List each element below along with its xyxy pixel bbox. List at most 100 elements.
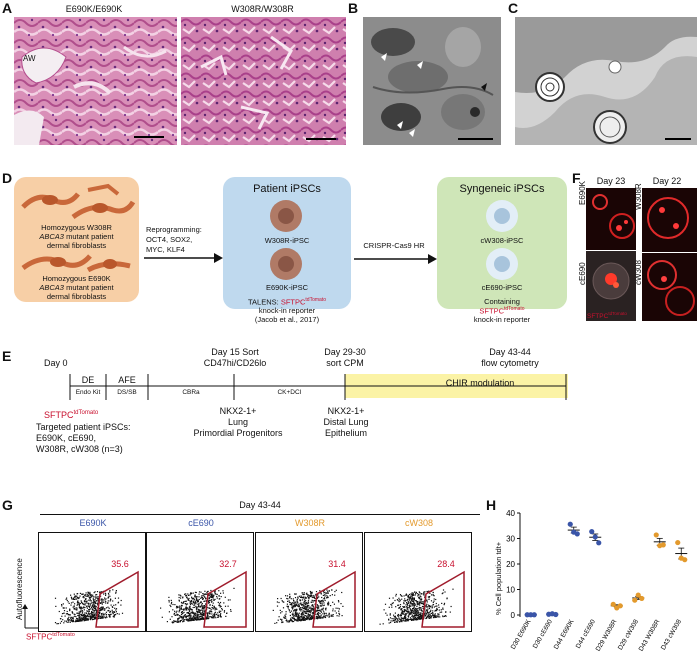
data-point — [653, 532, 659, 538]
day29-label: Day 29-30 — [324, 347, 366, 357]
panel-h-label: H — [486, 497, 497, 513]
panel-d-label: D — [2, 170, 13, 186]
day23-label: Day 23 — [596, 176, 626, 186]
arrow-crispr — [354, 254, 437, 264]
fibroblast-text-1c: dermal fibroblasts — [46, 241, 107, 250]
data-point — [639, 595, 645, 602]
ipsc-cell-icon-1 — [270, 200, 302, 232]
x-category-label: D29 cW308 — [617, 618, 640, 651]
y-tick-label: 10 — [506, 586, 515, 595]
panel-a-title-right: W308R/W308R — [231, 4, 294, 14]
data-point — [632, 597, 638, 603]
y-tick-label: 20 — [506, 560, 515, 569]
panel-e-label: E — [2, 348, 12, 364]
corrected-cell-icon-2 — [486, 248, 518, 280]
y-tick-label: 40 — [506, 509, 515, 518]
y-tick-label: 30 — [506, 535, 515, 544]
day43-sub: flow cytometry — [481, 358, 539, 368]
flow-plot-frame — [146, 532, 254, 632]
ipsc-cell-icon-2 — [270, 248, 302, 280]
fibroblast-cells-top — [21, 183, 136, 220]
x-category-label: D30 cE690 — [532, 618, 554, 650]
endo-kit-label: Endo Kit — [75, 389, 101, 396]
containing-label: Containing — [484, 297, 520, 306]
ckdci-label: CK+DCI — [277, 389, 302, 396]
flow-plot-w308r: 31.4 — [255, 532, 363, 632]
x-category-label: D43 cW308 — [660, 618, 683, 651]
knockin-reporter-label: knock-in reporter — [258, 306, 316, 315]
cw308-ipsc-label: cW308-iPSC — [480, 236, 524, 245]
data-point — [660, 542, 666, 548]
syngeneic-reporter-label: SFTPCtdTomato — [479, 306, 525, 316]
cbra-label: CBRa — [182, 389, 200, 396]
flow-events — [54, 589, 124, 625]
panel-a-title-left: E690K/E690K — [65, 4, 123, 14]
flow-plot-cw308: 28.4 — [364, 532, 472, 632]
gate-polygon — [95, 570, 139, 628]
gate-percent: 31.4 — [328, 559, 346, 569]
syngeneic-knockin-label: knock-in reporter — [473, 315, 531, 324]
electron-micrograph-c — [515, 17, 697, 145]
x-category-label: D30 E690K — [510, 618, 533, 651]
fluorescence-w308r — [642, 188, 697, 252]
data-point — [574, 531, 580, 537]
gate-polygon — [421, 570, 465, 628]
x-category-label: D44 cE690 — [575, 618, 597, 650]
histology-image-w308r — [181, 17, 346, 145]
data-point — [682, 557, 688, 563]
panel-a-label: A — [2, 0, 13, 16]
sample-label-cw308: cW308 — [404, 518, 433, 528]
data-point — [675, 539, 681, 546]
syngeneic-ipsc-box — [437, 177, 567, 309]
day15-sub: CD47hi/CD26lo — [203, 358, 267, 368]
histology-image-e690k — [14, 17, 177, 145]
data-point — [589, 529, 595, 535]
panel-g-label: G — [2, 497, 13, 513]
fibroblast-text-1b: ABCA3 mutant patient — [39, 232, 114, 241]
fibroblast-cells-bottom — [21, 254, 131, 273]
fluorescence-cw308 — [642, 253, 697, 321]
flow-plot-e690k: 35.6 — [38, 532, 146, 632]
targeted-lines: Targeted patient iPSCs: E690K, cE690, W3… — [36, 422, 131, 454]
de-label: DE — [81, 375, 95, 385]
gate-percent: 28.4 — [437, 559, 455, 569]
flow-plot-frame — [364, 532, 472, 632]
day43-label: Day 43-44 — [489, 347, 531, 357]
airway-label: AW — [23, 54, 36, 63]
w308r-ipsc-label: W308R-iPSC — [264, 236, 310, 245]
gate-polygon — [312, 570, 356, 628]
gate-polygon — [203, 570, 247, 628]
reprogramming-label: Reprogramming: OCT4, SOX2, MYC, KLF4 — [146, 225, 202, 254]
flow-xlabel: SFTPCtdTomato — [26, 632, 75, 642]
syngeneic-ipsc-title: Syngeneic iPSCs — [459, 183, 545, 195]
sample-label-ce690: cE690 — [188, 518, 214, 528]
electron-micrograph-b — [363, 17, 501, 145]
chir-label: CHIR modulation — [445, 378, 515, 388]
data-point — [553, 611, 559, 618]
crispr-label: CRISPR-Cas9 HR — [363, 241, 425, 250]
data-point — [567, 521, 573, 527]
nkx-distal: NKX2-1+ Distal Lung Epithelium — [323, 406, 369, 438]
day22-label: Day 22 — [652, 176, 682, 186]
fibroblast-text-2c: dermal fibroblasts — [46, 292, 107, 301]
arrow-reprogramming — [144, 253, 223, 263]
overlay-reporter-label: SFTPCtdTomato — [587, 311, 627, 321]
e690k-ipsc-label: E690K-iPSC — [265, 283, 309, 292]
day15-label: Day 15 Sort — [211, 347, 259, 357]
nkx-progenitors: NKX2-1+ Lung Primordial Progenitors — [193, 406, 283, 438]
panel-g-title-rule — [40, 514, 480, 515]
corrected-cell-icon-1 — [486, 200, 518, 232]
day0-label: Day 0 — [44, 358, 68, 368]
fibroblast-text-1a: Homozygous W308R — [41, 223, 112, 232]
sample-label-w308r: W308R — [294, 518, 325, 528]
gate-percent: 35.6 — [111, 559, 129, 569]
protocol-timeline — [69, 374, 567, 400]
data-point — [610, 601, 616, 607]
jacob-citation: (Jacob et al., 2017) — [254, 315, 320, 324]
data-point — [592, 534, 598, 540]
panel-g-title: Day 43-44 — [239, 500, 281, 510]
panel-b-label: B — [348, 0, 359, 16]
data-point — [617, 603, 623, 609]
flow-events — [272, 589, 344, 624]
